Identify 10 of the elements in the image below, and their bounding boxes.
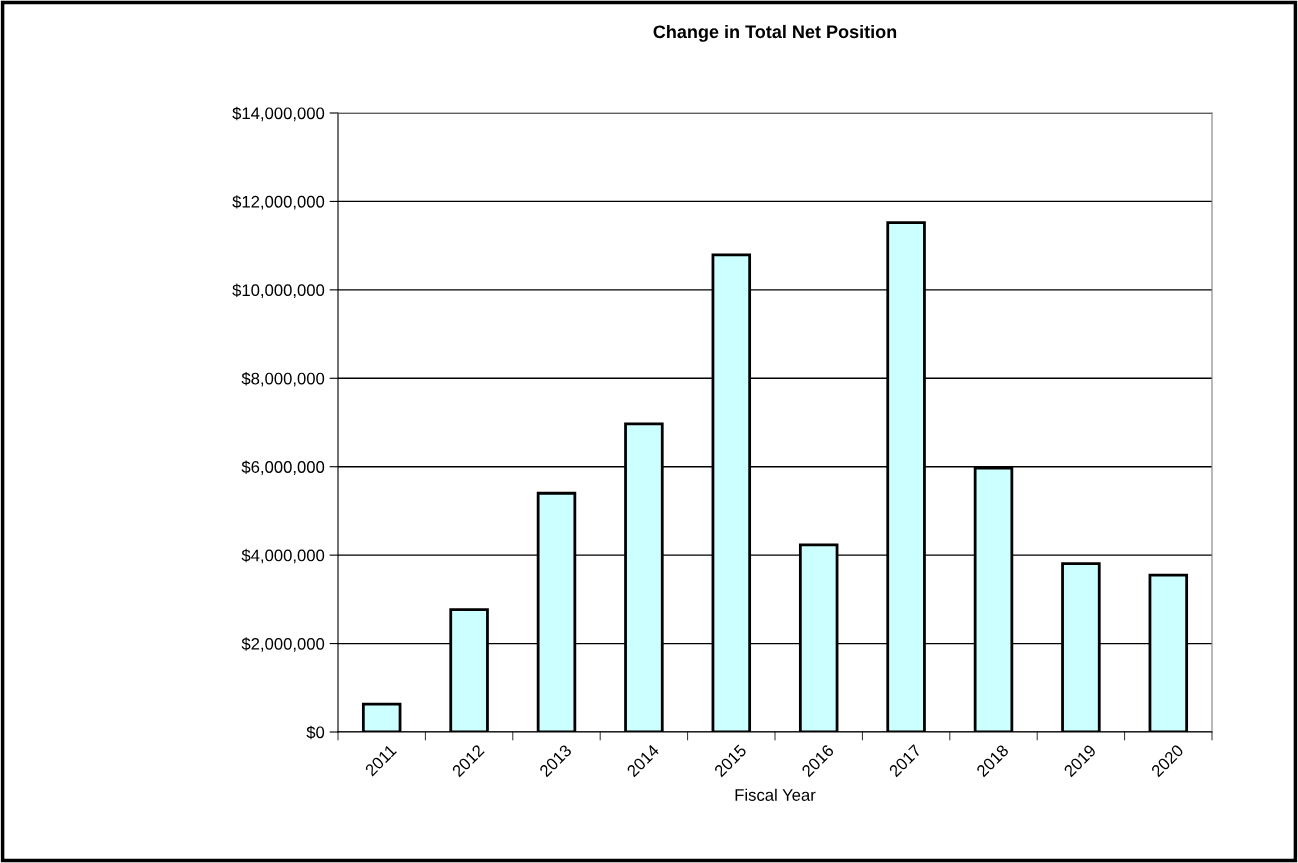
y-tick-label: $6,000,000 — [241, 460, 325, 475]
y-tick-label: $4,000,000 — [241, 548, 325, 564]
y-tick-label: $0 — [306, 725, 325, 740]
y-tick-label: $2,000,000 — [241, 637, 325, 652]
y-tick-label: $12,000,000 — [232, 195, 325, 210]
x-axis-title: Fiscal Year — [735, 788, 816, 801]
y-tick-label: $14,000,000 — [232, 106, 325, 122]
y-tick-label: $8,000,000 — [241, 371, 325, 387]
y-tick-label: $10,000,000 — [232, 283, 325, 299]
chart-title: Change in Total Net Position — [653, 24, 897, 42]
